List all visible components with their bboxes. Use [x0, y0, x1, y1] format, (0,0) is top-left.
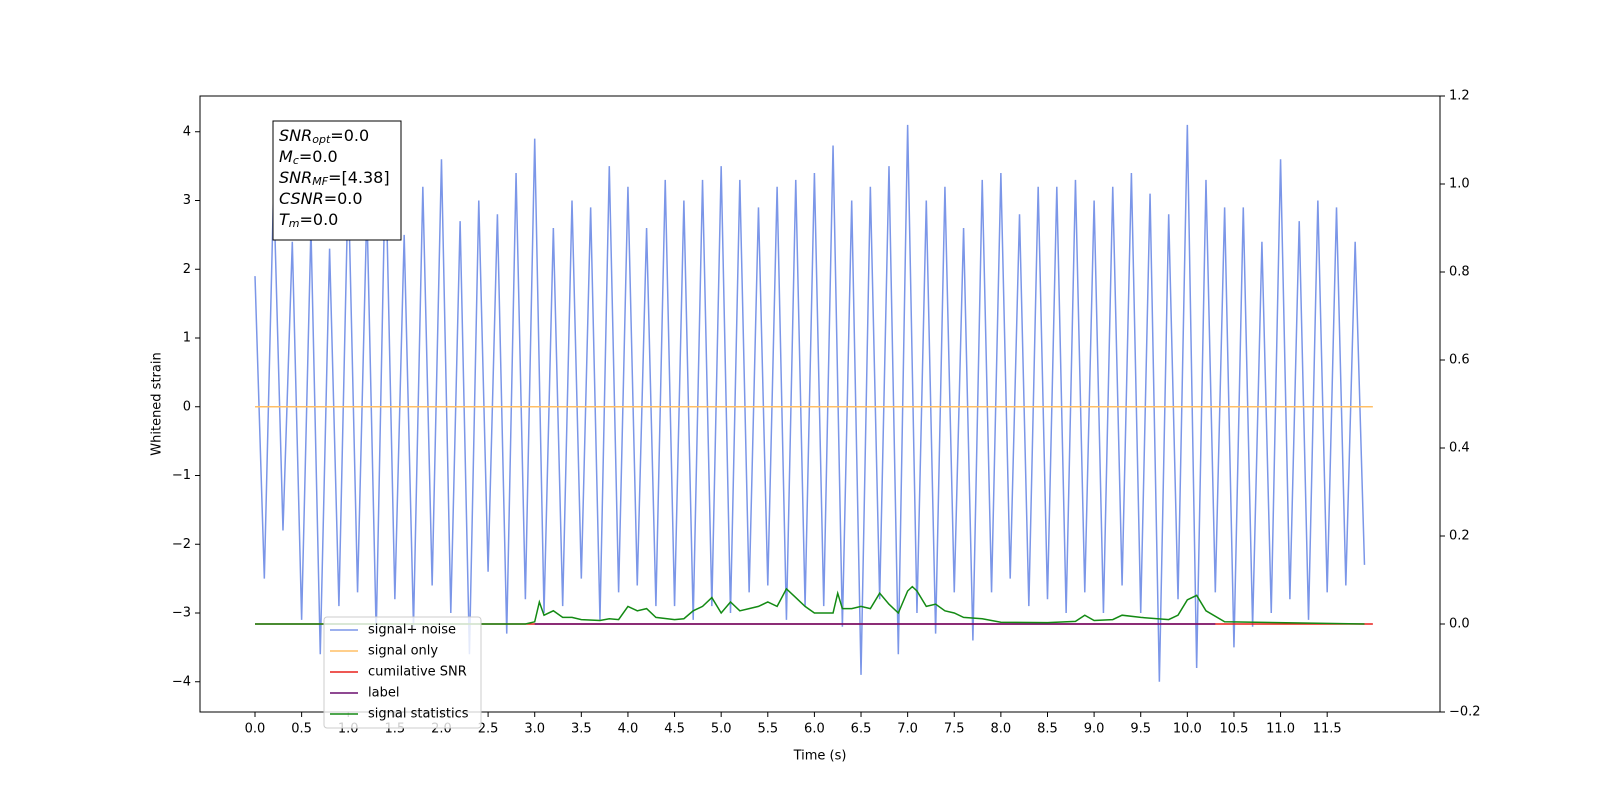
y-tick-label: 3 — [183, 193, 191, 208]
x-tick-label: 4.0 — [618, 722, 639, 737]
annotation-box — [272, 120, 402, 241]
x-tick-label: 0.0 — [245, 722, 266, 737]
y-axis-label: Whitened strain — [150, 352, 165, 455]
x-tick-label: 7.5 — [944, 722, 965, 737]
y-tick-label: −2 — [172, 537, 191, 552]
y-tick-label: 0 — [183, 399, 191, 414]
legend-label: signal+ noise — [368, 623, 456, 638]
x-tick-label: 6.0 — [804, 722, 825, 737]
annotation-value: =0.0 — [299, 147, 338, 166]
y2-tick-label: 1.0 — [1449, 177, 1470, 192]
y2-tick-label: 0.2 — [1449, 529, 1470, 544]
annotation-value: =0.0 — [324, 189, 363, 208]
x-tick-label: 10.0 — [1173, 722, 1202, 737]
legend-label: cumilative SNR — [368, 665, 467, 680]
annotation-sub: c — [293, 154, 299, 167]
annotation-symbol: T — [279, 210, 290, 229]
y-tick-label: 4 — [183, 124, 191, 139]
series-line — [254, 124, 1366, 682]
annotation-symbol: CSNR — [279, 189, 324, 208]
x-tick-label: 11.0 — [1266, 722, 1295, 737]
y-tick-label: 1 — [183, 331, 191, 346]
annotation-sub: MF — [312, 175, 328, 188]
annotation-line: CSNR=0.0 — [279, 189, 363, 208]
annotation-symbol: SNR — [279, 126, 312, 145]
annotation-line: SNRMF=[4.38] — [279, 168, 390, 189]
x-tick-label: 3.0 — [524, 722, 545, 737]
x-axis-label: Time (s) — [793, 749, 847, 764]
x-tick-label: 3.5 — [571, 722, 592, 737]
annotation-sub: opt — [312, 133, 331, 146]
y2-tick-label: −0.2 — [1449, 705, 1481, 720]
x-tick-label: 7.0 — [897, 722, 918, 737]
x-tick-label: 0.5 — [291, 722, 312, 737]
legend-box — [323, 616, 482, 729]
y-tick-label: −1 — [172, 468, 191, 483]
annotation-value: =[4.38] — [328, 168, 390, 187]
series-line — [255, 585, 1365, 625]
x-tick-label: 5.5 — [757, 722, 778, 737]
x-tick-label: 6.5 — [851, 722, 872, 737]
legend-label: signal statistics — [368, 707, 469, 722]
x-tick-label: 10.5 — [1219, 722, 1248, 737]
x-tick-label: 9.0 — [1084, 722, 1105, 737]
x-tick-label: 11.5 — [1313, 722, 1342, 737]
x-tick-label: 2.5 — [478, 722, 499, 737]
y-tick-label: 2 — [183, 262, 191, 277]
annotation-value: =0.0 — [300, 210, 339, 229]
annotation-symbol: SNR — [279, 168, 312, 187]
y2-tick-label: 0.6 — [1449, 353, 1470, 368]
legend-label: signal only — [368, 644, 438, 659]
x-tick-label: 4.5 — [664, 722, 685, 737]
x-tick-label: 8.0 — [991, 722, 1012, 737]
y2-tick-label: 0.0 — [1449, 617, 1470, 632]
annotation-value: =0.0 — [330, 126, 369, 145]
annotation-line: SNRopt=0.0 — [279, 126, 369, 147]
annotation-symbol: M — [279, 147, 293, 166]
x-tick-label: 8.5 — [1037, 722, 1058, 737]
y2-tick-label: 1.2 — [1449, 89, 1470, 104]
annotation-line: Mc=0.0 — [279, 147, 338, 168]
annotation-sub: m — [289, 217, 300, 230]
y-tick-label: −3 — [172, 606, 191, 621]
legend-label: label — [368, 686, 399, 701]
x-tick-label: 9.5 — [1130, 722, 1151, 737]
x-tick-label: 5.0 — [711, 722, 732, 737]
annotation-line: Tm=0.0 — [279, 210, 338, 231]
y2-tick-label: 0.4 — [1449, 441, 1470, 456]
plot-frame — [199, 95, 1441, 713]
y2-tick-label: 0.8 — [1449, 265, 1470, 280]
y-tick-label: −4 — [172, 674, 191, 689]
